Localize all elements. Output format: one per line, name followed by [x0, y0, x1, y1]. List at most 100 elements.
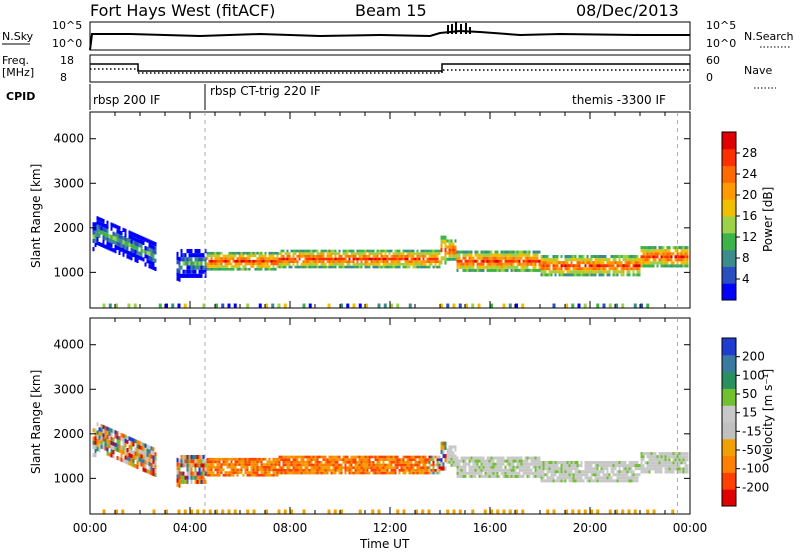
echo-cell [656, 470, 659, 474]
echo-cell [286, 257, 289, 261]
echo-cell [572, 464, 575, 468]
echo-cell [574, 264, 577, 268]
echo-cell [278, 458, 281, 461]
echo-cell [598, 258, 601, 262]
echo-cell [332, 265, 335, 269]
echo-cell [594, 258, 597, 262]
echo-cell [312, 466, 315, 470]
echo-cell [360, 265, 363, 269]
echo-cell [456, 268, 459, 272]
echo-cell [574, 254, 577, 259]
echo-cell [260, 251, 263, 255]
echo-cell [150, 471, 153, 476]
echo-cell [544, 264, 547, 268]
echo-cell [300, 460, 303, 464]
echo-cell [354, 471, 357, 475]
echo-cell [462, 471, 465, 475]
echo-cell [202, 479, 205, 484]
echo-cell [478, 268, 481, 272]
echo-cell [240, 267, 243, 271]
echo-cell [224, 265, 227, 268]
echo-cell [284, 263, 287, 266]
echo-cell [412, 469, 415, 472]
echo-cell [114, 240, 117, 245]
echo-cell [618, 473, 621, 477]
echo-cell [566, 270, 569, 274]
echo-cell [232, 254, 235, 258]
echo-cell [466, 259, 469, 263]
y-tick-label: 1000 [53, 265, 84, 279]
echo-cell [228, 251, 231, 255]
echo-cell [278, 252, 281, 255]
echo-cell [378, 257, 381, 261]
near-range-cell [283, 509, 287, 514]
echo-cell [328, 458, 331, 461]
echo-cell [96, 430, 99, 435]
echo-cell [506, 262, 509, 266]
echo-cell [264, 265, 267, 268]
echo-cell [264, 262, 267, 266]
echo-cell [602, 267, 605, 271]
echo-cell [538, 471, 541, 475]
echo-cell [224, 259, 227, 263]
echo-cell [538, 468, 541, 472]
echo-cell [184, 459, 187, 464]
echo-cell [348, 265, 351, 269]
echo-cell [358, 252, 361, 255]
echo-cell [226, 262, 229, 266]
echo-cell [490, 253, 493, 257]
echo-cell [234, 251, 237, 255]
colorbar-tick-label: 20 [742, 188, 757, 202]
echo-cell [510, 265, 513, 269]
echo-cell [668, 467, 671, 471]
echo-cell [386, 469, 389, 472]
echo-cell [642, 255, 645, 259]
echo-cell [580, 473, 583, 477]
echo-cell [96, 220, 99, 225]
echo-cell [486, 268, 489, 272]
echo-cell [588, 476, 591, 480]
echo-cell [118, 238, 121, 243]
echo-cell [276, 251, 279, 255]
echo-cell [372, 252, 375, 255]
echo-cell [612, 264, 615, 268]
echo-cell [408, 466, 411, 470]
near-range-cell [596, 509, 600, 514]
echo-cell [200, 265, 203, 270]
echo-cell [466, 253, 469, 257]
power-colorbar-label: Power [dB] [761, 187, 775, 252]
echo-cell [184, 257, 187, 262]
echo-cell [308, 265, 311, 269]
echo-cell [414, 257, 417, 261]
echo-cell [286, 463, 289, 467]
echo-cell [120, 457, 123, 462]
echo-cell [496, 265, 499, 269]
echo-cell [122, 227, 125, 232]
echo-cell [328, 254, 331, 258]
echo-cell [206, 463, 209, 466]
echo-cell [190, 467, 193, 472]
echo-cell [560, 264, 563, 268]
echo-cell [650, 455, 653, 459]
echo-cell [152, 241, 155, 246]
echo-cell [546, 258, 549, 262]
echo-cell [194, 253, 197, 258]
echo-cell [434, 252, 437, 255]
echo-cell [94, 453, 97, 458]
echo-cell [280, 254, 283, 258]
echo-cell [104, 446, 107, 451]
echo-cell [248, 254, 251, 258]
echo-cell [590, 473, 593, 477]
echo-cell [118, 444, 121, 449]
echo-cell [272, 468, 275, 472]
echo-cell [490, 474, 493, 478]
echo-cell [580, 273, 583, 277]
echo-cell [334, 263, 337, 266]
echo-cell [202, 471, 205, 476]
echo-cell [336, 257, 339, 261]
echo-cell [554, 254, 557, 259]
colorbar-tick-label: 100 [742, 368, 765, 382]
echo-cell [630, 254, 633, 259]
echo-cell [222, 257, 225, 260]
echo-cell [278, 265, 281, 269]
